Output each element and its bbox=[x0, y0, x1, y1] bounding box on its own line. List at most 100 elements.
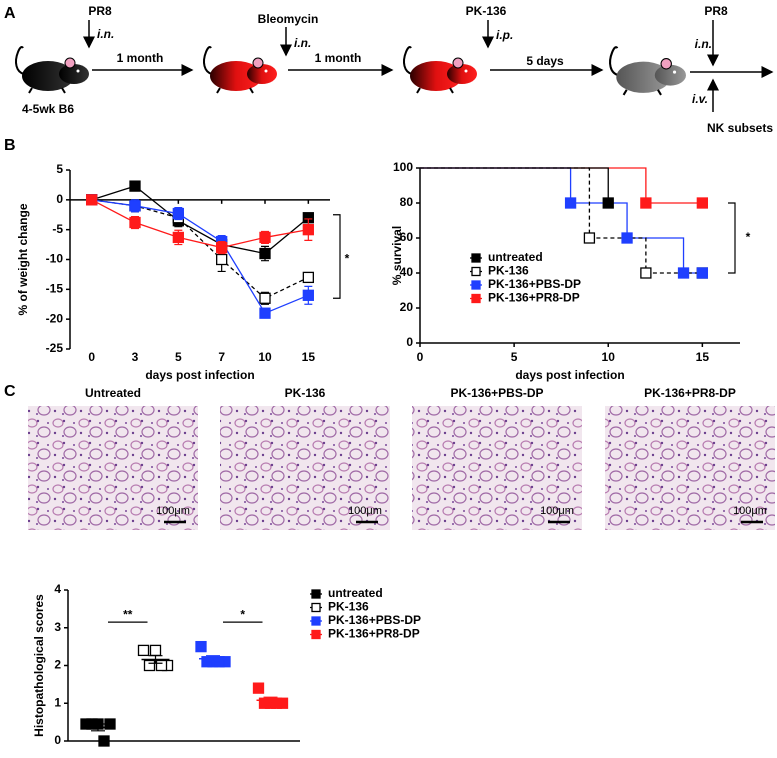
marker bbox=[216, 253, 228, 266]
series-line bbox=[91, 199, 309, 300]
y-tick-label: 2 bbox=[54, 658, 61, 672]
step-segment bbox=[420, 167, 591, 238]
step-segment bbox=[570, 202, 628, 238]
micrograph bbox=[28, 406, 198, 530]
marker bbox=[259, 307, 271, 319]
scale-label: 100μm bbox=[540, 505, 574, 517]
marker bbox=[583, 232, 596, 244]
y-tick-label: 20 bbox=[400, 300, 414, 314]
mouse-icon bbox=[203, 46, 278, 94]
y-tick-label: 1 bbox=[54, 695, 61, 709]
marker bbox=[621, 232, 633, 244]
significance-bracket bbox=[728, 202, 736, 274]
y-tick-label: -5 bbox=[52, 222, 63, 236]
significance: * bbox=[240, 607, 245, 621]
legend-marker bbox=[311, 616, 321, 626]
panel-label: B bbox=[4, 137, 16, 154]
marker bbox=[129, 216, 141, 229]
y-tick-label: -10 bbox=[46, 252, 64, 266]
series-line bbox=[91, 199, 309, 249]
marker bbox=[677, 267, 690, 279]
marker bbox=[302, 289, 314, 301]
marker bbox=[86, 194, 98, 206]
marker bbox=[564, 197, 577, 209]
micrograph bbox=[605, 406, 775, 530]
micrograph bbox=[412, 406, 582, 530]
marker bbox=[195, 640, 207, 653]
marker bbox=[129, 180, 141, 192]
marker bbox=[259, 247, 271, 260]
interval: 5 days bbox=[526, 54, 564, 68]
interval: 1 month bbox=[315, 51, 362, 65]
agent: PR8 bbox=[704, 4, 728, 18]
legend-marker bbox=[311, 602, 321, 613]
panel-label: A bbox=[4, 5, 16, 22]
y-tick-label: 0 bbox=[56, 192, 63, 206]
route: i.p. bbox=[496, 28, 513, 42]
legend-marker bbox=[471, 280, 481, 290]
route: i.n. bbox=[294, 36, 311, 50]
agent: PK-136 bbox=[466, 4, 507, 18]
x-tick-label: 10 bbox=[602, 350, 616, 364]
marker bbox=[137, 644, 150, 657]
panel-title: PK-136+PBS-DP bbox=[450, 386, 543, 400]
agent: Bleomycin bbox=[258, 12, 319, 26]
marker bbox=[259, 231, 271, 244]
agent: PR8 bbox=[88, 4, 112, 18]
marker bbox=[696, 267, 709, 279]
legend-label: PK-136+PBS-DP bbox=[488, 277, 581, 291]
step-segment bbox=[420, 167, 572, 203]
error-bar bbox=[206, 655, 220, 663]
error-bar bbox=[148, 655, 163, 664]
y-axis-title: % of weight change bbox=[16, 203, 30, 315]
mouse-icon bbox=[403, 46, 478, 94]
y-tick-label: 0 bbox=[406, 335, 413, 349]
step-segment bbox=[420, 167, 609, 203]
legend-label: PK-136+PR8-DP bbox=[328, 627, 420, 641]
y-tick-label: 60 bbox=[400, 230, 414, 244]
significance: * bbox=[746, 230, 751, 244]
interval: 1 month bbox=[117, 51, 164, 65]
x-tick-label: 10 bbox=[258, 350, 272, 364]
x-axis-title: days post infection bbox=[515, 368, 624, 382]
legend-marker bbox=[471, 266, 481, 277]
significance-bracket bbox=[333, 214, 341, 299]
series-line bbox=[91, 199, 309, 315]
y-tick-label: 5 bbox=[56, 162, 63, 176]
marker bbox=[259, 292, 271, 304]
scale-label: 100μm bbox=[348, 505, 382, 517]
legend-marker bbox=[311, 589, 321, 599]
panel-title: Untreated bbox=[85, 386, 141, 400]
legend-marker bbox=[471, 253, 481, 263]
error-bar bbox=[263, 696, 278, 704]
panel-title: PK-136+PR8-DP bbox=[644, 386, 736, 400]
x-tick-label: 5 bbox=[511, 350, 518, 364]
marker bbox=[143, 659, 156, 672]
x-tick-label: 0 bbox=[417, 350, 424, 364]
panel-label: C bbox=[4, 383, 16, 400]
route: i.n. bbox=[695, 37, 712, 51]
y-tick-label: 80 bbox=[400, 195, 414, 209]
marker bbox=[155, 659, 168, 672]
legend-marker bbox=[471, 293, 481, 304]
y-tick-label: 4 bbox=[54, 582, 61, 596]
marker bbox=[252, 682, 265, 694]
mouse-icon bbox=[608, 46, 688, 96]
marker bbox=[172, 207, 184, 220]
y-tick-label: 100 bbox=[393, 160, 413, 174]
marker bbox=[602, 197, 614, 209]
x-axis-title: days post infection bbox=[145, 368, 254, 382]
significance: ** bbox=[123, 607, 133, 621]
x-tick-label: 7 bbox=[218, 350, 225, 364]
marker bbox=[640, 197, 652, 209]
y-tick-label: -20 bbox=[46, 311, 64, 325]
y-axis-title: % survival bbox=[390, 226, 404, 285]
micrograph bbox=[220, 406, 390, 530]
route: i.n. bbox=[97, 27, 114, 41]
histology: Untreated 100μm PK-136 100μm PK-136+PBS-DP 10… bbox=[28, 386, 775, 530]
marker bbox=[149, 644, 162, 657]
x-tick-label: 0 bbox=[88, 350, 95, 364]
x-tick-label: 15 bbox=[302, 350, 316, 364]
marker bbox=[129, 200, 141, 212]
